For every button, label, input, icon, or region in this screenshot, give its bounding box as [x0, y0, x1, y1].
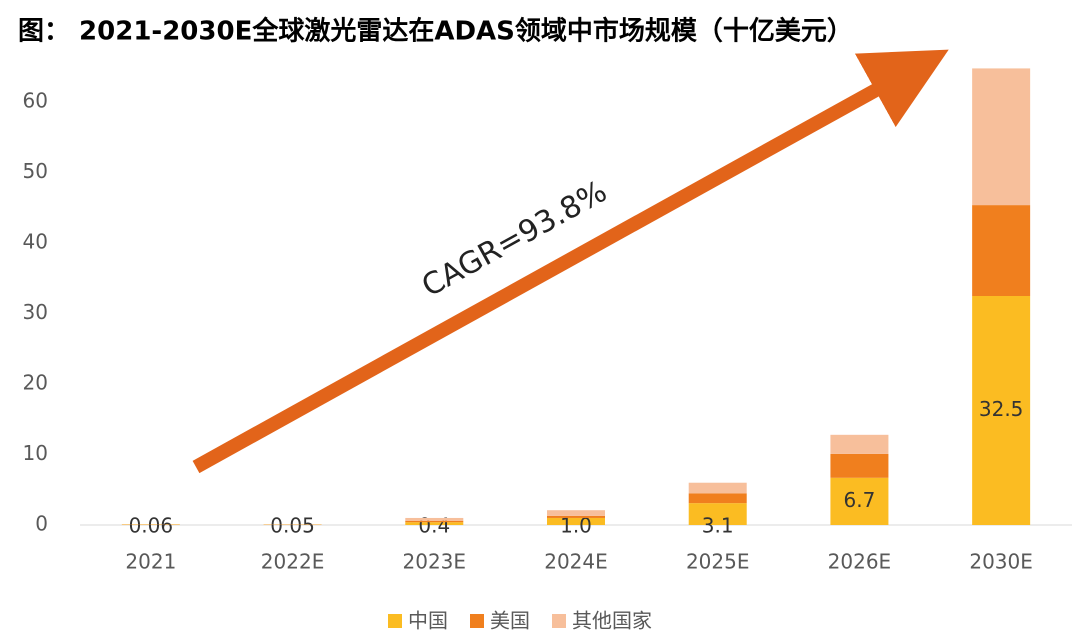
value-label: 0.4 [418, 514, 450, 538]
bar-segment [830, 434, 889, 454]
bar-segment [688, 493, 747, 504]
bar-segment [688, 503, 747, 525]
value-label: 32.5 [979, 397, 1024, 421]
value-label: 6.7 [844, 488, 876, 512]
bar-segment [547, 510, 605, 516]
value-label: 0.06 [129, 514, 174, 538]
legend-swatch [470, 614, 484, 628]
value-label: 0.05 [270, 514, 315, 538]
value-label: 3.1 [702, 514, 734, 538]
legend-label: 美国 [490, 609, 530, 633]
legend-label: 其他国家 [572, 609, 652, 633]
bar-segment [547, 515, 605, 518]
bar-segment [405, 520, 464, 523]
bar-segment [830, 453, 889, 478]
x-tick-label: 2026E [828, 550, 892, 574]
y-tick-label: 20 [23, 371, 48, 395]
bar-segment [405, 517, 464, 521]
legend-swatch [552, 614, 566, 628]
bar-segment [688, 482, 747, 494]
x-tick-label: 2024E [544, 550, 608, 574]
x-tick-label: 2022E [261, 550, 325, 574]
x-tick-label: 2030E [969, 550, 1033, 574]
bar-segment [972, 205, 1031, 296]
bar-segment [830, 477, 889, 525]
y-tick-label: 0 [35, 512, 48, 536]
x-tick-label: 2021 [125, 550, 176, 574]
y-tick-label: 10 [23, 441, 48, 465]
y-tick-label: 40 [23, 230, 48, 254]
y-tick-label: 30 [23, 300, 48, 324]
x-tick-label: 2023E [403, 550, 467, 574]
y-tick-label: 60 [23, 89, 48, 113]
x-tick-label: 2025E [686, 550, 750, 574]
trend-arrow [192, 49, 949, 474]
bar-segment [547, 517, 605, 525]
bar-segment [405, 522, 464, 525]
y-tick-label: 50 [23, 159, 48, 183]
legend-swatch [388, 614, 402, 628]
legend-label: 中国 [408, 609, 448, 633]
bar-segment [972, 296, 1031, 525]
chart-title: 图： 2021-2030E全球激光雷达在ADAS领域中市场规模（十亿美元） [18, 16, 853, 47]
bar-segment [972, 68, 1031, 206]
